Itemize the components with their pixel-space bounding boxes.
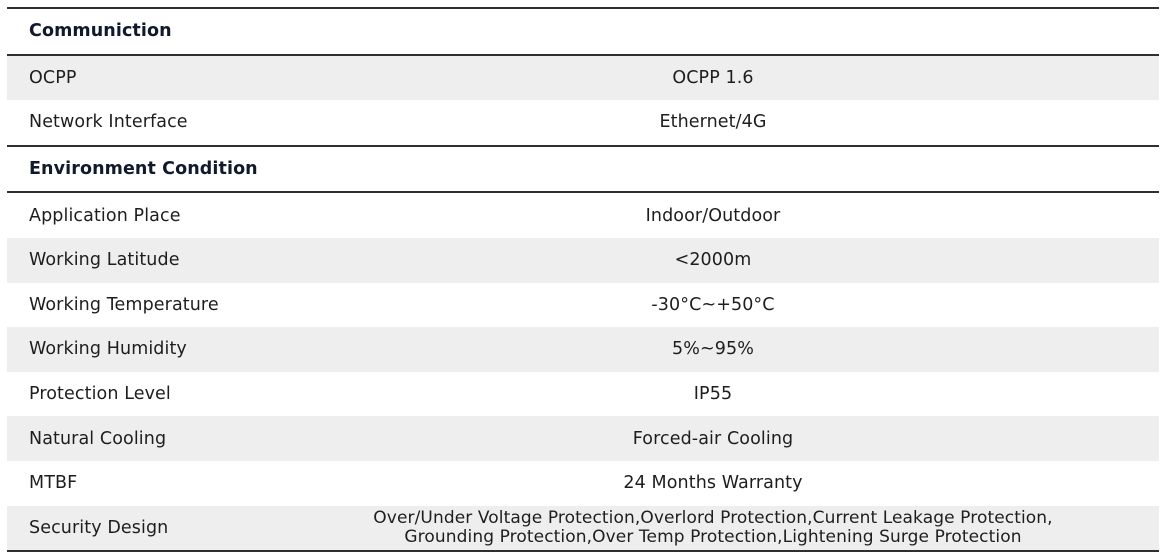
table-row: Working Temperature -30°C~+50°C: [7, 283, 1159, 328]
row-value: <2000m: [674, 250, 752, 271]
spec-table: Communiction OCPP OCPP 1.6 Network Inter…: [7, 7, 1159, 552]
row-label: Working Humidity: [29, 339, 187, 360]
row-label: Network Interface: [29, 112, 188, 133]
table-row: Natural Cooling Forced-air Cooling: [7, 416, 1159, 461]
table-row: Protection Level IP55: [7, 372, 1159, 417]
row-label: OCPP: [29, 67, 77, 88]
row-value: Forced-air Cooling: [632, 428, 794, 449]
row-value: Ethernet/4G: [659, 112, 767, 133]
row-label: Working Temperature: [29, 294, 219, 315]
section-title: Environment Condition: [29, 159, 258, 180]
row-value-line: Over/Under Voltage Protection,Overlord P…: [373, 507, 1053, 528]
row-label: Natural Cooling: [29, 428, 167, 449]
row-value: -30°C~+50°C: [651, 294, 775, 315]
table-row: Working Latitude <2000m: [7, 237, 1159, 283]
table-top-rule: [7, 7, 1159, 9]
section-title: Communiction: [29, 21, 172, 42]
section-rule: [7, 191, 1159, 194]
row-value-multiline: Over/Under Voltage Protection,Overlord P…: [267, 507, 1159, 547]
row-label: Working Latitude: [29, 250, 180, 271]
row-label: MTBF: [29, 473, 78, 494]
row-value: 24 Months Warranty: [623, 473, 803, 494]
section-header-communication: Communiction: [7, 9, 1159, 54]
table-row: Application Place Indoor/Outdoor: [7, 193, 1159, 238]
row-label: Application Place: [29, 205, 181, 226]
row-value-line: Grounding Protection,Over Temp Protectio…: [404, 526, 1022, 547]
section-rule: [7, 144, 1159, 147]
row-value: IP55: [693, 384, 733, 405]
table-row: Network Interface Ethernet/4G: [7, 100, 1159, 145]
table-bottom-rule: [7, 549, 1159, 552]
table-row: Working Humidity 5%~95%: [7, 327, 1159, 372]
row-value: OCPP 1.6: [672, 67, 754, 88]
section-rule: [7, 53, 1159, 56]
row-label: Security Design: [29, 517, 169, 538]
table-row: OCPP OCPP 1.6: [7, 55, 1159, 101]
row-value: 5%~95%: [672, 339, 754, 360]
row-value: Indoor/Outdoor: [645, 205, 781, 226]
section-header-environment: Environment Condition: [7, 147, 1159, 192]
table-row: MTBF 24 Months Warranty: [7, 461, 1159, 506]
table-row: Security Design Over/Under Voltage Prote…: [7, 505, 1159, 550]
row-label: Protection Level: [29, 384, 171, 405]
